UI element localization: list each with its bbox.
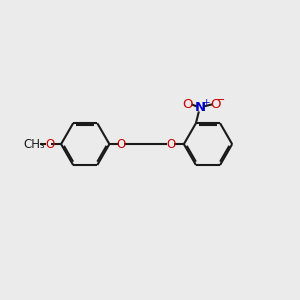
Text: O: O: [210, 98, 221, 111]
Text: O: O: [166, 138, 175, 151]
Text: CH₃: CH₃: [24, 138, 46, 151]
Text: O: O: [116, 138, 125, 151]
Text: +: +: [202, 98, 209, 107]
Text: N: N: [195, 101, 206, 114]
Text: O: O: [183, 98, 193, 111]
Text: −: −: [216, 95, 226, 105]
Text: O: O: [45, 138, 54, 151]
